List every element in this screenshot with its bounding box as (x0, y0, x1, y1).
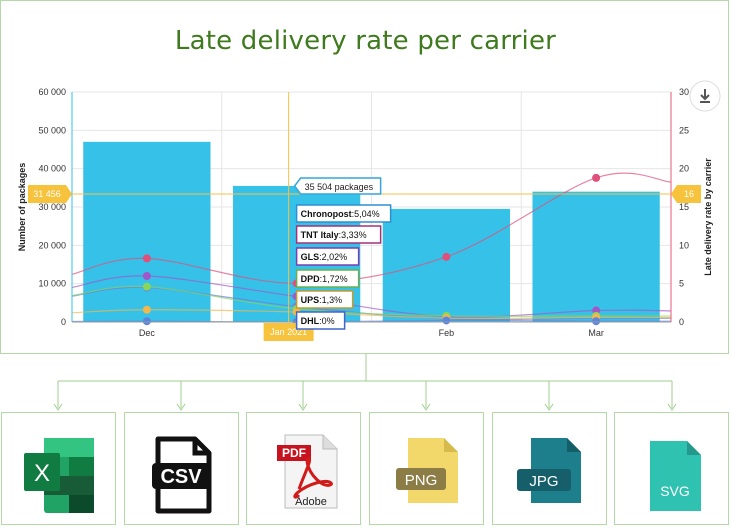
tooltip-item: DPD:1,72% (301, 274, 348, 284)
crosshair-right-label: 16 (684, 189, 694, 199)
pdf-file-icon: PDF Adobe (277, 434, 338, 509)
svg-text:X: X (34, 460, 50, 487)
left-tick-label: 20 000 (38, 240, 66, 250)
bar (382, 208, 511, 322)
left-tick-label: 30 000 (38, 202, 66, 212)
tooltip-bar-label: 35 504 packages (305, 182, 374, 192)
series-point (442, 252, 451, 261)
svg-text:Adobe: Adobe (295, 496, 327, 508)
connector-arrow (176, 403, 186, 411)
left-axis-label: Number of packages (17, 163, 27, 252)
tooltip-item: UPS:1,3% (301, 295, 343, 305)
right-tick-label: 15 (679, 202, 689, 212)
left-tick-label: 60 000 (38, 87, 66, 97)
export-svg-button[interactable]: SVG (614, 412, 729, 525)
left-tick-label: 0 (61, 317, 66, 327)
right-tick-label: 25 (679, 125, 689, 135)
tooltip-item: GLS:2,02% (301, 252, 348, 262)
crosshair-left-label-box (28, 184, 72, 203)
connector-arrow (298, 403, 308, 411)
tooltip-item: TNT Italy:3,33% (301, 230, 367, 240)
connector-arrow (544, 403, 554, 411)
svg-text:PDF: PDF (282, 446, 306, 460)
png-file-icon: PNG (396, 438, 458, 503)
series-point (142, 317, 151, 326)
tooltip-item: Chronopost:5,04% (301, 209, 380, 219)
tooltip-item-box (295, 311, 346, 330)
x-tick-label: Mar (588, 328, 604, 338)
right-tick-label: 20 (679, 164, 689, 174)
svg-text:JPG: JPG (529, 473, 558, 490)
svg-text:CSV: CSV (160, 466, 202, 488)
export-connectors (53, 354, 677, 411)
export-pdf-button[interactable]: PDF Adobe (246, 412, 361, 525)
series-point (142, 282, 151, 291)
tooltip-item-box (295, 247, 360, 266)
tooltip-bar-box (293, 177, 382, 195)
connector-arrow (421, 403, 431, 411)
export-jpg-button[interactable]: JPG (492, 412, 607, 525)
excel-icon: X (24, 438, 94, 513)
connector-arrow (667, 403, 677, 411)
series-point (442, 316, 451, 325)
crosshair-left-label: 31 456 (33, 189, 61, 199)
axes: 0 10 000 20 000 30 000 40 000 50 000 60 000 0 5 1… (17, 87, 713, 338)
svg-file-icon: SVG (650, 441, 701, 511)
crosshair-right-label-box (671, 184, 701, 203)
left-tick-label: 50 000 (38, 125, 66, 135)
tooltip: 35 504 packages Chronopost:5,04% TNT Italy… (293, 177, 392, 330)
series-point (142, 254, 151, 263)
bar (532, 191, 660, 322)
svg-text:PNG: PNG (405, 472, 438, 489)
svg-text:SVG: SVG (660, 483, 690, 499)
right-tick-label: 5 (679, 279, 684, 289)
crosshair-x-label: Jan 2021 (270, 327, 307, 337)
series-point (142, 305, 151, 314)
chart-svg: 0 10 000 20 000 30 000 40 000 50 000 60 000 0 5 1… (17, 80, 721, 411)
jpg-file-icon: JPG (517, 438, 581, 503)
tooltip-item-box (295, 290, 354, 309)
tooltip-item-box (295, 225, 382, 244)
right-tick-label: 30 (679, 87, 689, 97)
bar (83, 141, 211, 322)
connector-arrow (53, 403, 63, 411)
lines (71, 172, 672, 326)
tooltip-item: DHL:0% (301, 316, 335, 326)
download-button[interactable] (689, 80, 721, 112)
tooltip-item-box (295, 204, 392, 223)
left-tick-label: 40 000 (38, 164, 66, 174)
export-excel-button[interactable]: X (1, 412, 116, 525)
tooltip-item-box (295, 269, 360, 288)
left-tick-label: 10 000 (38, 279, 66, 289)
series-point (592, 317, 601, 326)
chart-title: Late delivery rate per carrier (174, 26, 557, 56)
download-icon (700, 89, 710, 103)
right-axis-label: Late delivery rate by carrier (703, 158, 713, 276)
right-tick-label: 0 (679, 317, 684, 327)
csv-file-icon: CSV (152, 436, 212, 514)
export-csv-button[interactable]: CSV (124, 412, 239, 525)
export-png-button[interactable]: PNG (369, 412, 484, 525)
series-point (142, 272, 151, 280)
right-tick-label: 10 (679, 240, 689, 250)
x-tick-label: Dec (139, 328, 156, 338)
series-point (592, 173, 601, 182)
x-tick-label: Feb (439, 328, 455, 338)
